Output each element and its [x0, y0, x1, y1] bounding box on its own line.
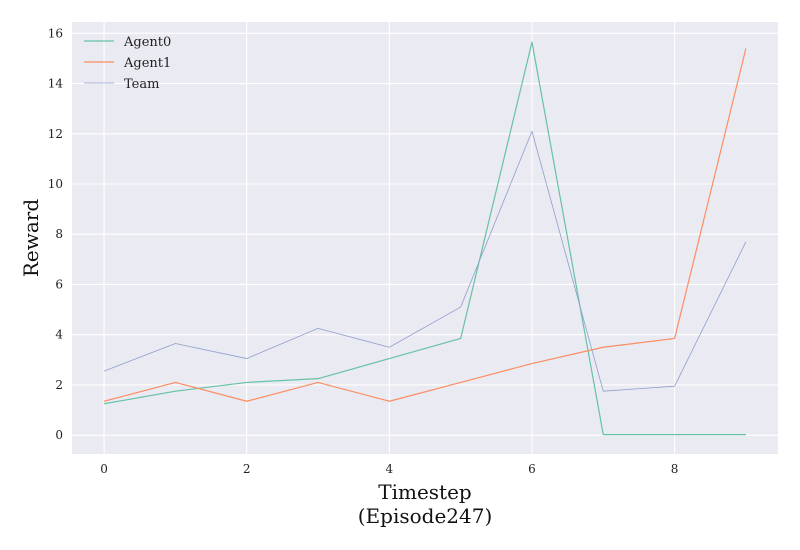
series-lines [103, 41, 747, 436]
y-tick-label: 2 [55, 378, 63, 392]
y-tick-label: 10 [48, 177, 63, 191]
legend-label: Agent1 [123, 56, 171, 71]
x-tick-label: 4 [386, 462, 394, 476]
x-tick-label: 2 [243, 462, 251, 476]
x-tick-label: 8 [671, 462, 679, 476]
plot-area [72, 22, 778, 454]
y-axis-ticks: 0 2 4 6 8 10 12 14 16 [48, 26, 64, 442]
x-tick-label: 6 [528, 462, 536, 476]
y-tick-label: 14 [48, 77, 64, 91]
grid-lines [72, 22, 778, 454]
y-tick-label: 8 [55, 227, 63, 241]
series-line-team [103, 130, 747, 392]
series-line-agent0 [103, 41, 746, 436]
series-line-agent1 [103, 48, 747, 402]
y-axis-label: Reward [19, 199, 43, 277]
legend: Agent0 Agent1 Team [84, 35, 171, 92]
y-tick-label: 12 [48, 127, 63, 141]
legend-label: Team [124, 77, 159, 92]
legend-label: Agent0 [123, 35, 171, 50]
y-tick-label: 0 [55, 428, 63, 442]
x-axis-label: Timestep [378, 480, 471, 504]
x-axis-ticks: 0 2 4 6 8 [100, 462, 678, 476]
y-tick-label: 4 [55, 328, 63, 342]
x-tick-label: 0 [100, 462, 108, 476]
x-axis-sublabel: (Episode247) [358, 504, 493, 528]
y-tick-label: 6 [55, 277, 63, 291]
y-tick-label: 16 [48, 26, 63, 40]
